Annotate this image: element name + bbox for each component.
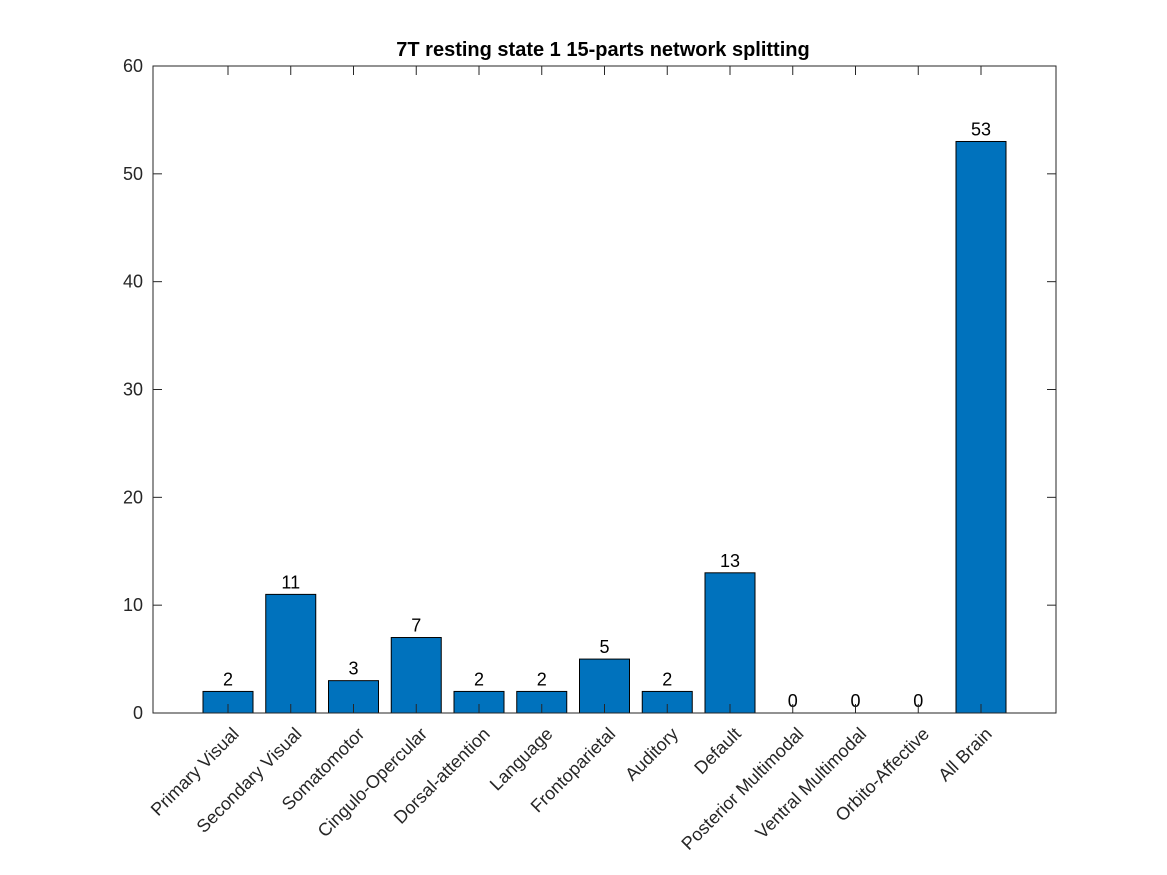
x-tick-label: Secondary Visual xyxy=(193,724,306,837)
data-label: 0 xyxy=(850,691,860,711)
x-tick-label: Cingulo-Opercular xyxy=(314,724,431,841)
bar xyxy=(265,593,317,714)
x-tick-label: Ventral Multimodal xyxy=(751,724,870,843)
y-tick-label: 20 xyxy=(123,487,143,507)
data-label: 53 xyxy=(971,119,991,139)
data-label: 0 xyxy=(788,691,798,711)
y-tick-label: 60 xyxy=(123,56,143,76)
y-tick-label: 40 xyxy=(123,272,143,292)
y-tick-label: 50 xyxy=(123,164,143,184)
data-label: 2 xyxy=(537,669,547,689)
data-label: 0 xyxy=(913,691,923,711)
data-label: 3 xyxy=(348,659,358,679)
data-label: 5 xyxy=(599,637,609,657)
data-labels-layer: 2 11 3 7 2 2 5 2 13 0 0 0 53 xyxy=(223,119,991,711)
x-tick-label: Default xyxy=(690,724,744,778)
data-label: 11 xyxy=(281,572,300,592)
bar xyxy=(955,140,1007,714)
data-label: 7 xyxy=(411,616,421,636)
y-tick-label: 0 xyxy=(133,703,143,723)
chart-title: 7T resting state 1 15-parts network spli… xyxy=(396,39,809,61)
y-tick-label: 30 xyxy=(123,380,143,400)
x-tick-label: All Brain xyxy=(934,724,996,786)
x-tick-label: Auditory xyxy=(621,724,682,785)
data-label: 13 xyxy=(720,551,740,571)
bars-layer xyxy=(202,140,1007,714)
data-label: 2 xyxy=(474,669,484,689)
data-label: 2 xyxy=(223,669,233,689)
data-label: 2 xyxy=(662,669,672,689)
x-tick-label: Posterior Multimodal xyxy=(677,724,807,854)
bar xyxy=(390,637,442,714)
bar xyxy=(704,572,756,714)
y-tick-label: 10 xyxy=(123,595,143,615)
